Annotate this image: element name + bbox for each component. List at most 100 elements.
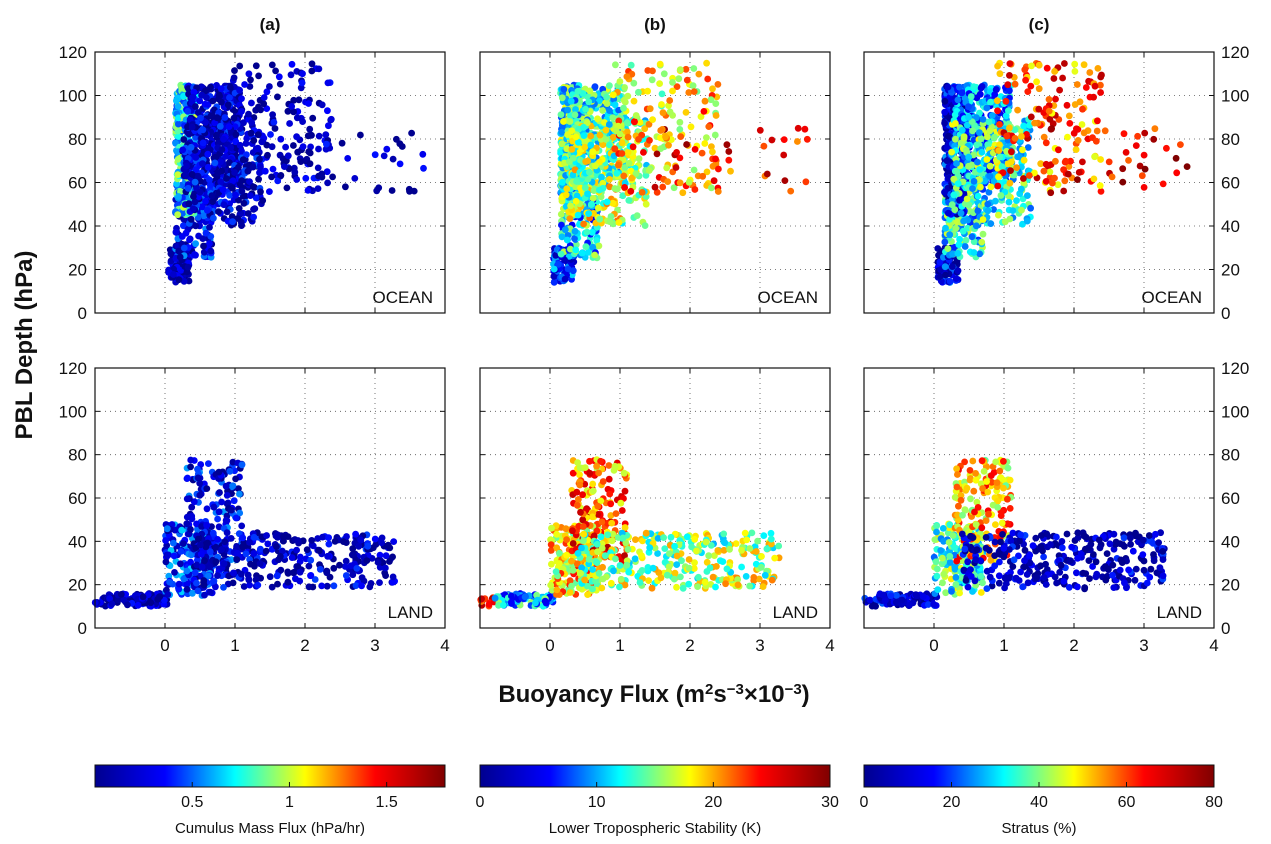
- data-point: [302, 174, 310, 182]
- data-point: [780, 151, 788, 159]
- data-point: [386, 558, 393, 565]
- data-point: [1062, 157, 1070, 165]
- data-point: [190, 193, 197, 200]
- data-point: [949, 263, 956, 270]
- data-point: [664, 178, 672, 186]
- data-point: [711, 131, 719, 139]
- data-point: [177, 548, 185, 555]
- data-point: [175, 276, 183, 284]
- data-point: [962, 236, 970, 244]
- data-point: [583, 228, 591, 236]
- data-point: [976, 129, 983, 137]
- data-point: [290, 142, 297, 149]
- data-point: [291, 168, 299, 176]
- data-point: [177, 560, 184, 568]
- data-point: [572, 197, 580, 205]
- data-point: [615, 161, 622, 169]
- data-point: [245, 70, 253, 78]
- data-point: [956, 83, 963, 91]
- data-point: [288, 60, 296, 68]
- data-point: [1141, 129, 1149, 137]
- data-point: [984, 133, 991, 141]
- data-point: [224, 101, 232, 109]
- data-point: [1023, 217, 1031, 225]
- data-point: [1018, 133, 1025, 140]
- data-point: [1013, 197, 1020, 205]
- data-point: [683, 76, 691, 84]
- data-point: [591, 83, 599, 91]
- data-point: [953, 160, 960, 167]
- data-point: [945, 132, 952, 140]
- data-point: [983, 104, 991, 112]
- data-point: [954, 267, 962, 275]
- data-point: [324, 179, 331, 187]
- data-point: [970, 249, 978, 256]
- data-point: [236, 62, 244, 70]
- data-point: [357, 536, 365, 544]
- data-point: [1020, 156, 1028, 164]
- data-point: [1052, 95, 1059, 103]
- data-point: [682, 109, 690, 116]
- data-point: [572, 246, 580, 254]
- data-point: [188, 171, 196, 178]
- data-point: [203, 505, 211, 513]
- data-point: [214, 169, 222, 177]
- data-point: [315, 145, 322, 153]
- data-point: [268, 143, 276, 151]
- data-point: [723, 141, 731, 149]
- data-point: [250, 137, 258, 144]
- data-point: [781, 177, 789, 185]
- data-point: [1072, 146, 1080, 154]
- data-point: [297, 158, 305, 166]
- data-point: [972, 222, 980, 230]
- data-point: [236, 490, 243, 498]
- data-point: [955, 241, 963, 249]
- data-point: [653, 150, 661, 158]
- data-point: [648, 76, 656, 84]
- data-point: [187, 456, 195, 464]
- data-point: [162, 558, 170, 566]
- data-point: [676, 125, 684, 133]
- data-point: [228, 213, 236, 220]
- data-point: [314, 185, 322, 193]
- data-point: [194, 474, 202, 482]
- data-point: [166, 578, 174, 586]
- data-point: [183, 567, 191, 575]
- data-point: [574, 87, 582, 95]
- data-point: [1120, 130, 1128, 138]
- data-point: [969, 185, 976, 193]
- data-point: [162, 537, 170, 544]
- data-point: [691, 146, 699, 153]
- data-point: [216, 489, 223, 496]
- data-point: [179, 146, 187, 154]
- data-point: [612, 61, 619, 69]
- data-point: [560, 118, 567, 125]
- panel-b-ocean: OCEAN(b): [479, 15, 831, 314]
- data-point: [187, 526, 194, 533]
- data-point: [230, 114, 238, 122]
- data-point: [700, 108, 708, 115]
- data-point: [187, 143, 195, 151]
- data-point: [1094, 117, 1101, 125]
- data-point: [996, 153, 1004, 161]
- data-point: [206, 588, 214, 596]
- data-point: [602, 126, 610, 134]
- data-point: [1097, 156, 1104, 163]
- data-point: [221, 538, 229, 546]
- scatter-panels: 020406080100120OCEAN(a)OCEAN(b)020406080…: [59, 15, 1250, 655]
- region-label: OCEAN: [758, 288, 818, 307]
- data-point: [1018, 206, 1025, 214]
- data-point: [803, 135, 811, 143]
- data-point: [188, 123, 196, 131]
- data-point: [305, 583, 313, 591]
- data-point: [270, 118, 278, 126]
- data-point: [970, 83, 978, 91]
- data-point: [206, 240, 213, 247]
- data-point: [259, 197, 267, 204]
- data-point: [620, 104, 627, 112]
- data-point: [252, 145, 260, 153]
- data-point: [644, 87, 651, 95]
- data-point: [189, 93, 197, 101]
- data-point: [1003, 132, 1011, 140]
